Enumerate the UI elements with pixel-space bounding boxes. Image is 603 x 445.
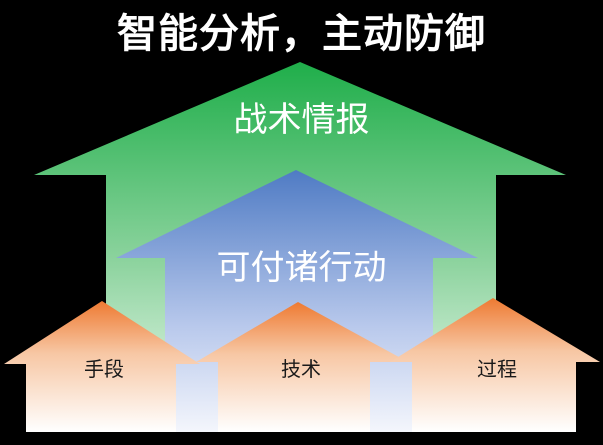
- house-right-shape: [390, 298, 600, 432]
- house-left-label: 手段: [84, 357, 124, 381]
- top-arrow-label: 战术情报: [233, 100, 370, 140]
- house-middle-shape: [196, 302, 408, 432]
- house-middle-label: 技术: [281, 357, 321, 381]
- house-right-label: 过程: [477, 357, 517, 381]
- diagram-title: 智能分析，主动防御: [117, 11, 486, 57]
- house-left-shape: [4, 301, 200, 432]
- middle-arrow-shape: [116, 170, 478, 432]
- middle-arrow-label: 可付诸行动: [216, 248, 387, 288]
